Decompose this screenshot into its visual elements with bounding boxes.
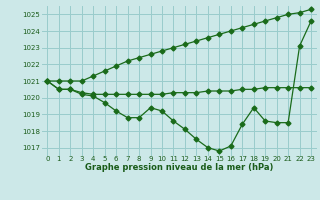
X-axis label: Graphe pression niveau de la mer (hPa): Graphe pression niveau de la mer (hPa) xyxy=(85,163,273,172)
